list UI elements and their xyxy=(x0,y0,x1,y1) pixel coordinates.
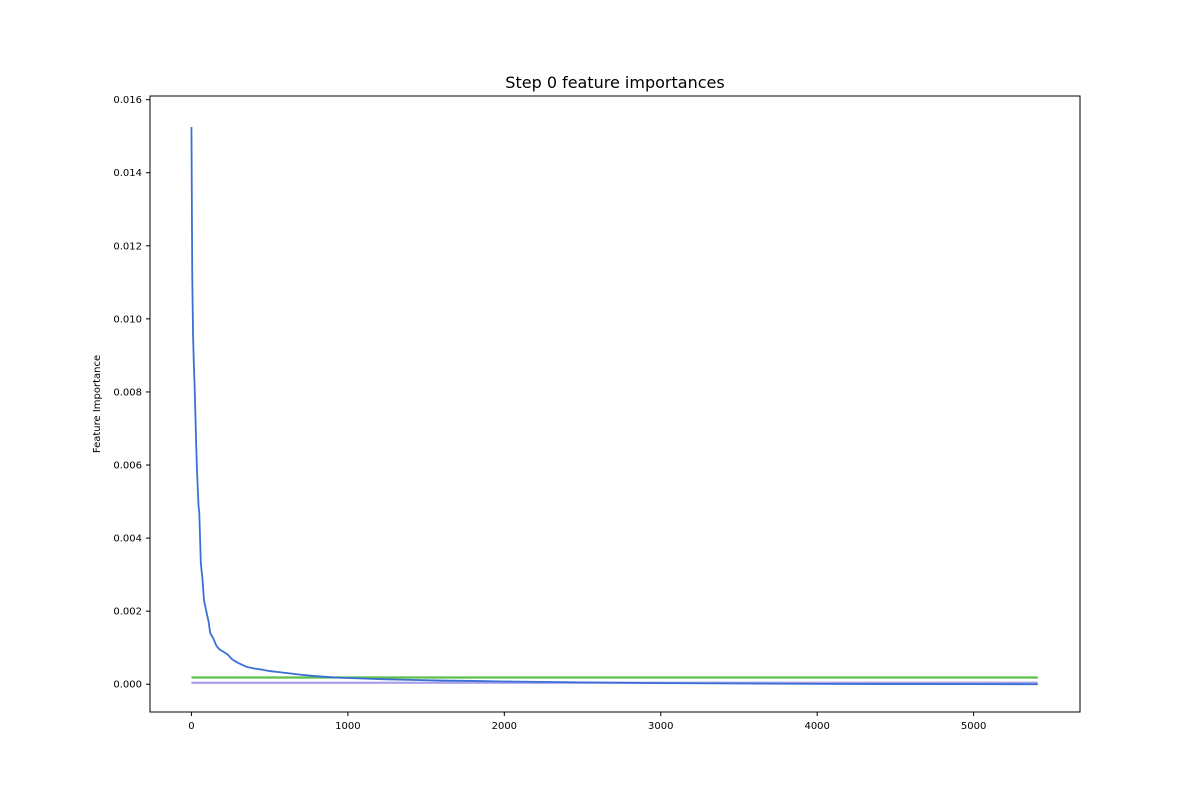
y-tick-label: 0.010 xyxy=(113,314,142,325)
y-tick-label: 0.006 xyxy=(113,461,142,472)
y-axis-title: Feature Importance xyxy=(92,355,103,453)
series-line-0 xyxy=(190,127,1038,686)
plot-frame xyxy=(149,95,1081,713)
y-axis: 0.000 0.002 0.004 0.006 0.008 0.010 0.012 0.014… xyxy=(113,95,150,691)
x-tick-label: 0 xyxy=(188,721,194,732)
y-tick-label: 0.014 xyxy=(113,168,142,179)
y-tick-label: 0.004 xyxy=(113,534,142,545)
x-tick-label: 2000 xyxy=(492,721,517,732)
plot-content xyxy=(190,127,1038,686)
y-tick-label: 0.016 xyxy=(113,95,142,106)
y-tick-label: 0.000 xyxy=(113,680,142,691)
y-tick-label: 0.012 xyxy=(113,241,142,252)
chart-title: Step 0 feature importances xyxy=(505,73,724,92)
y-tick-label: 0.008 xyxy=(113,387,142,398)
x-axis: 0 1000 2000 3000 4000 5000 xyxy=(188,712,986,732)
x-tick-label: 3000 xyxy=(648,721,673,732)
x-tick-label: 5000 xyxy=(961,721,986,732)
x-tick-label: 1000 xyxy=(335,721,360,732)
x-tick-label: 4000 xyxy=(804,721,829,732)
y-tick-label: 0.002 xyxy=(113,607,142,618)
